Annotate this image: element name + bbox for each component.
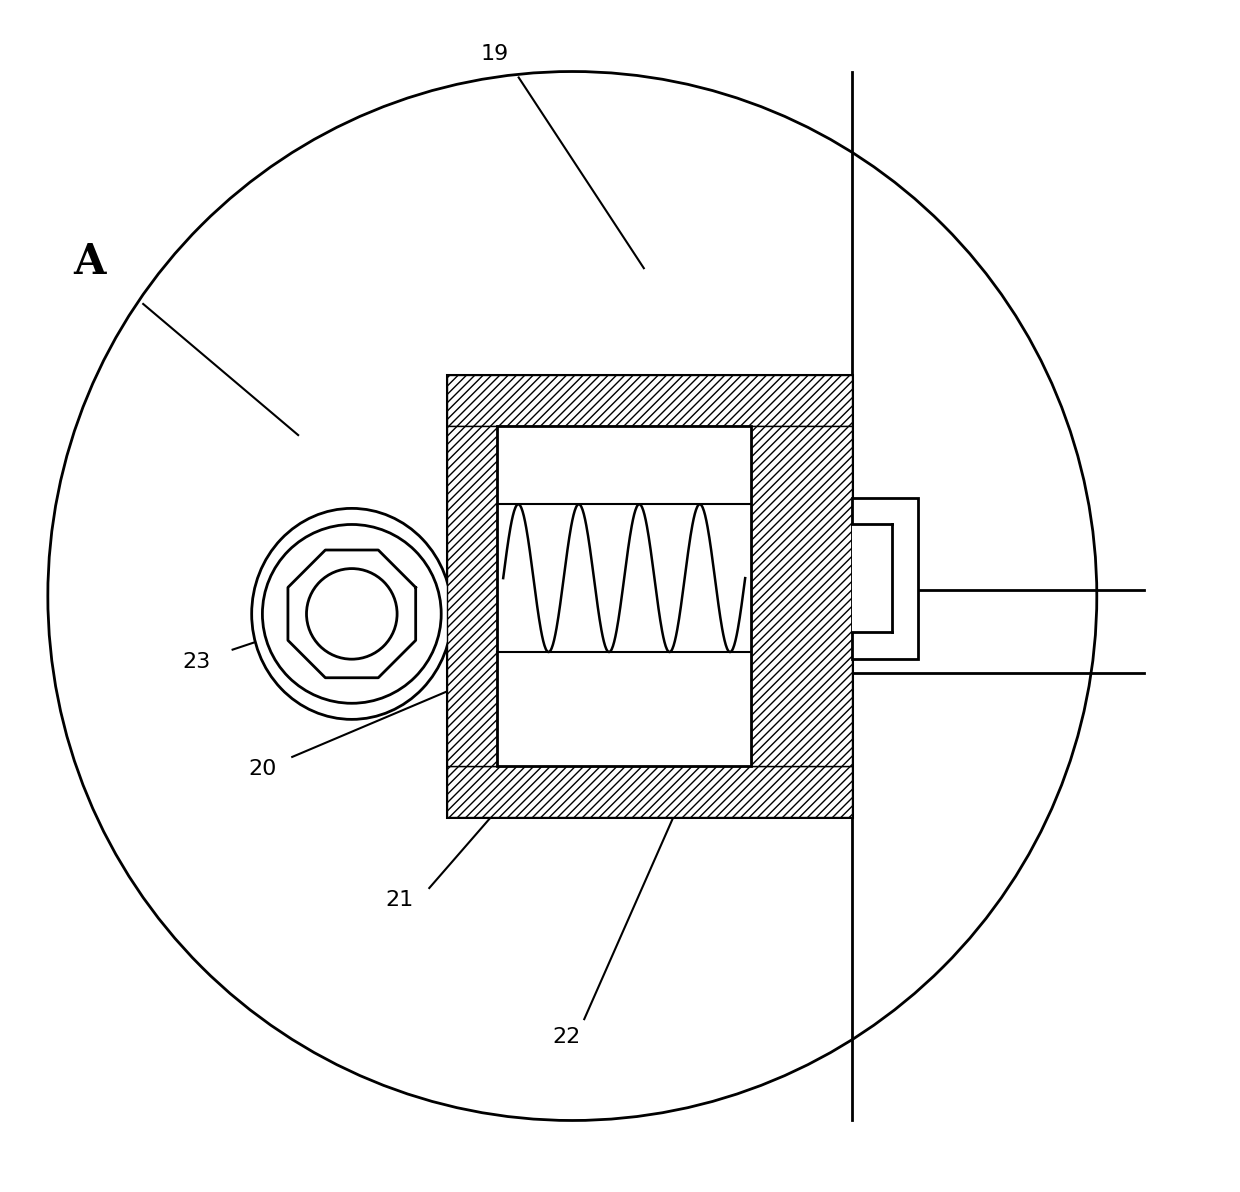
Text: 19: 19 bbox=[481, 44, 508, 63]
Bar bbox=[448, 375, 852, 817]
Text: 21: 21 bbox=[386, 890, 414, 909]
Bar bbox=[497, 426, 751, 766]
Bar bbox=[448, 426, 497, 766]
Bar bbox=[751, 426, 852, 766]
Bar bbox=[448, 375, 852, 426]
Ellipse shape bbox=[252, 508, 451, 719]
Bar bbox=[852, 498, 918, 658]
Bar bbox=[852, 524, 892, 632]
Circle shape bbox=[306, 569, 397, 659]
Text: 20: 20 bbox=[248, 759, 277, 778]
Text: 22: 22 bbox=[552, 1028, 580, 1047]
Text: A: A bbox=[73, 241, 105, 284]
Circle shape bbox=[263, 524, 441, 703]
Bar bbox=[448, 766, 852, 817]
Text: 23: 23 bbox=[182, 652, 211, 671]
